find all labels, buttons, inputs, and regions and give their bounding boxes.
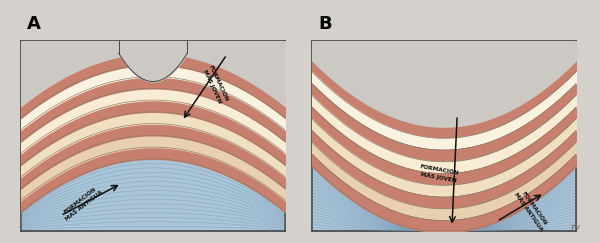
Text: FORMACIÓN
MÁS JOVEN: FORMACIÓN MÁS JOVEN (201, 64, 229, 105)
Text: B: B (318, 15, 332, 33)
Text: FORMACIÓN
MÁS ANTIGUA: FORMACIÓN MÁS ANTIGUA (514, 188, 549, 232)
Text: rv: rv (571, 223, 581, 233)
Text: FORMACIÓN
MÁS JOVEN: FORMACIÓN MÁS JOVEN (418, 164, 460, 183)
Text: A: A (27, 15, 41, 33)
Text: FORMACIÓN
MÁS ANTIGUA: FORMACIÓN MÁS ANTIGUA (60, 185, 103, 222)
